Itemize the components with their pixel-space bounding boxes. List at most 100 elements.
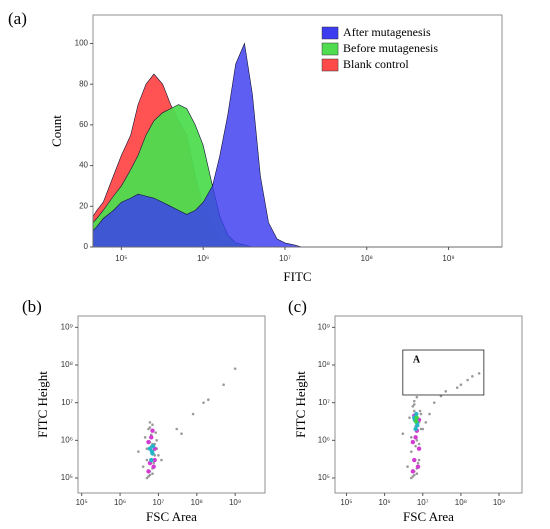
scatter-point	[415, 439, 419, 442]
scatter-point	[151, 423, 154, 427]
legend-swatch	[321, 42, 339, 56]
scatter-point	[477, 372, 481, 375]
x-tick-label: 10⁶	[379, 498, 391, 507]
scatter-point	[143, 436, 147, 439]
x-tick-label: 10⁸	[361, 254, 373, 263]
scatter-point	[154, 431, 158, 434]
scatter-point	[416, 461, 420, 465]
scatter-point	[137, 450, 140, 453]
scatter-point	[413, 426, 418, 432]
plot-frame	[92, 14, 503, 248]
x-tick-label: 10⁹	[229, 498, 241, 507]
scatter-point	[412, 399, 416, 403]
scatter-point	[146, 439, 151, 445]
scatter-point	[191, 412, 195, 416]
scatter-point	[432, 401, 436, 404]
x-tick-label: 10⁵	[340, 498, 352, 507]
scatter-point	[409, 436, 413, 439]
scatter-point	[413, 419, 419, 424]
y-axis-title: FITC Height	[293, 371, 308, 438]
scatter-point	[151, 472, 154, 476]
x-axis-title: FSC Area	[146, 509, 197, 524]
scatter-point	[145, 476, 149, 480]
legend-swatch	[321, 58, 339, 72]
scatter-point	[459, 383, 463, 387]
scatter-point	[415, 472, 419, 476]
scatter-point	[150, 443, 156, 449]
x-tick-label: 10⁸	[455, 498, 467, 507]
gate-label: A	[413, 354, 421, 365]
scatter-point	[417, 442, 421, 446]
scatter-point	[414, 444, 417, 448]
scatter-point	[157, 454, 160, 457]
gate	[402, 349, 485, 396]
histogram-area	[92, 42, 502, 248]
scatter-point	[149, 457, 154, 463]
scatter-point	[146, 469, 151, 474]
scatter-point	[152, 457, 157, 463]
y-axis-title: Count	[49, 115, 64, 147]
y-tick-label: 10⁷	[61, 398, 73, 407]
scatter-point	[419, 427, 423, 431]
scatter-point	[411, 405, 415, 408]
scatter-point	[149, 435, 154, 440]
scatter-point	[148, 421, 152, 424]
y-tick-label: 0	[84, 242, 89, 251]
scatter-point	[410, 439, 416, 445]
scatter-point	[150, 428, 155, 433]
x-tick-label: 10⁹	[493, 498, 505, 507]
x-axis-title: FITC	[283, 269, 311, 284]
y-tick-label: 100	[75, 39, 89, 48]
panel-label: (c)	[288, 297, 307, 316]
y-tick-label: 10⁹	[318, 322, 330, 331]
x-tick-label: 10⁹	[442, 254, 454, 263]
scatter-point	[466, 378, 469, 382]
scatter-point	[222, 383, 225, 387]
scatter-point	[180, 432, 183, 436]
x-tick-label: 10⁵	[76, 498, 88, 507]
y-tick-label: 10⁶	[61, 435, 73, 444]
scatter-point	[415, 423, 420, 428]
y-tick-label: 10⁸	[61, 360, 73, 369]
y-tick-label: 10⁶	[318, 435, 330, 444]
scatter-point	[412, 403, 416, 406]
legend-label: Before mutagenesis	[343, 41, 438, 55]
scatter-point	[409, 450, 413, 453]
y-tick-label: 80	[79, 79, 88, 88]
panel-label: (b)	[22, 297, 42, 316]
scatter-point	[408, 416, 411, 419]
scatter-point	[401, 432, 405, 436]
x-tick-label: 10⁷	[153, 498, 165, 507]
scatter-point	[145, 447, 149, 450]
x-tick-label: 10⁸	[191, 498, 203, 507]
legend-label: After mutagenesis	[343, 25, 431, 39]
x-tick-label: 10⁷	[279, 254, 291, 263]
scatter-point	[149, 449, 155, 454]
scatter-point	[412, 409, 416, 413]
y-tick-label: 10⁸	[318, 360, 330, 369]
scatter-point	[148, 473, 152, 477]
x-tick-label: 10⁷	[417, 498, 429, 507]
y-tick-label: 60	[79, 120, 88, 129]
y-tick-label: 10⁹	[61, 322, 73, 331]
scatter-point	[413, 435, 418, 440]
y-axis-title: FITC Height	[35, 371, 50, 438]
scatter-point	[175, 427, 179, 431]
scatter-point	[412, 457, 417, 463]
scatter-point	[412, 473, 416, 477]
scatter-point	[160, 458, 163, 462]
scatter-point	[455, 386, 459, 389]
scatter-point	[202, 401, 205, 404]
x-tick-label: 10⁵	[115, 254, 127, 263]
scatter-point	[428, 412, 431, 416]
y-tick-label: 40	[79, 161, 88, 170]
scatter-point	[439, 394, 443, 398]
scatter-point	[418, 409, 422, 413]
scatter-point	[151, 464, 156, 469]
scatter-point	[233, 367, 237, 370]
scatter-point	[471, 375, 474, 378]
scatter-point	[141, 465, 145, 468]
scatter-point	[416, 446, 422, 451]
scatter-point	[155, 439, 158, 442]
